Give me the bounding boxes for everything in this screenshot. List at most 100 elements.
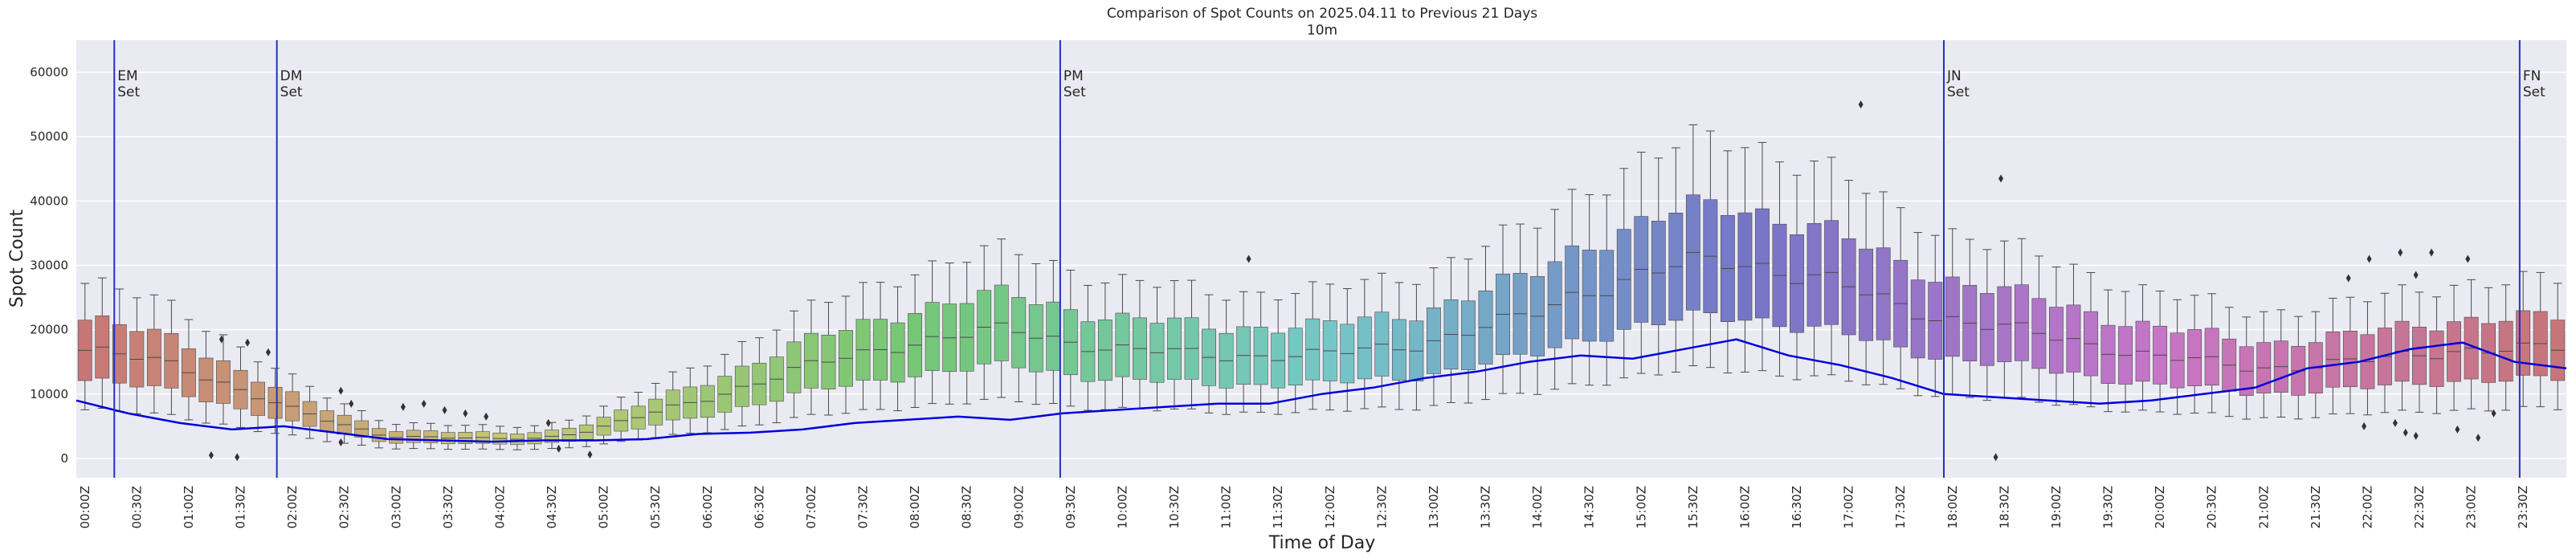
y-tick-label: 10000 [30, 387, 68, 401]
x-tick-label: 20:00Z [2153, 486, 2167, 529]
outlier-point [556, 444, 561, 453]
outlier-point [442, 405, 447, 414]
x-tick-label: 20:30Z [2205, 486, 2219, 529]
x-tick-label: 02:00Z [285, 486, 300, 529]
x-tick-labels: 00:00Z 00:30Z 01:00Z 01:30Z 02:00Z 02:30Z 03:0… [78, 486, 2530, 529]
outlier-point [2413, 431, 2419, 440]
x-tick-label: 23:30Z [2516, 486, 2530, 529]
x-tick-label: 19:30Z [2101, 486, 2116, 529]
outlier-point [545, 418, 551, 427]
vline-label: DM [280, 68, 303, 84]
outlier-point [421, 399, 427, 408]
chart-subtitle: 10m [1307, 22, 1337, 39]
x-tick-label: 09:00Z [1011, 486, 1026, 529]
boxes [77, 124, 2566, 450]
x-tick-label: 15:30Z [1686, 486, 1700, 529]
x-tick-label: 17:30Z [1893, 486, 1908, 529]
y-tick-label: 20000 [30, 323, 68, 337]
vline-label: EM [117, 68, 137, 84]
outlier-point [1858, 100, 1864, 109]
outlier-point [2455, 425, 2460, 434]
outlier-point [1246, 255, 1251, 263]
outlier-point [587, 450, 593, 459]
outlier-point [484, 412, 489, 421]
y-tick-labels: 0 10000 20000 30000 40000 50000 60000 [30, 65, 68, 466]
outlier-point [2398, 248, 2403, 257]
x-tick-label: 16:00Z [1737, 486, 1752, 529]
outlier-point [349, 399, 354, 408]
outlier-point [2465, 255, 2471, 263]
vline-label: Set [280, 84, 303, 100]
outlier-point [338, 386, 344, 395]
outlier-point [2362, 422, 2367, 430]
outlier-point [2345, 274, 2351, 283]
outlier-point [338, 438, 344, 446]
y-tick-label: 50000 [30, 129, 68, 144]
vline-label: PM [1063, 68, 1084, 84]
x-tick-label: 06:00Z [700, 486, 715, 529]
x-tick-label: 00:30Z [129, 486, 144, 529]
x-tick-label: 00:00Z [78, 486, 92, 529]
x-tick-label: 19:00Z [2049, 486, 2064, 529]
outlier-point [1993, 453, 1998, 462]
x-tick-label: 22:00Z [2360, 486, 2374, 529]
chart-title: Comparison of Spot Counts on 2025.04.11 … [1107, 6, 1537, 22]
x-tick-label: 04:30Z [545, 486, 559, 529]
y-tick-label: 60000 [30, 65, 68, 79]
x-tick-label: 08:00Z [908, 486, 922, 529]
y-tick-label: 0 [60, 451, 68, 466]
x-tick-label: 01:00Z [182, 486, 196, 529]
x-tick-label: 15:00Z [1634, 486, 1648, 529]
outlier-point [463, 409, 468, 417]
x-tick-label: 07:00Z [804, 486, 819, 529]
x-tick-label: 11:30Z [1271, 486, 1285, 529]
outlier-point [2413, 271, 2419, 279]
x-tick-label: 07:30Z [856, 486, 871, 529]
outlier-point [245, 338, 251, 347]
x-tick-label: 05:00Z [597, 486, 611, 529]
x-tick-label: 13:30Z [1479, 486, 1493, 529]
outlier-point [265, 348, 271, 356]
x-tick-label: 18:30Z [1997, 486, 2011, 529]
x-tick-label: 17:00Z [1842, 486, 1856, 529]
y-tick-label: 30000 [30, 259, 68, 273]
x-tick-label: 03:30Z [441, 486, 455, 529]
outlier-point [2429, 248, 2435, 257]
outlier-point [2392, 418, 2398, 427]
outliers [208, 100, 2496, 462]
x-tick-label: 09:30Z [1063, 486, 1078, 529]
x-tick-label: 21:30Z [2309, 486, 2323, 529]
x-tick-label: 21:00Z [2256, 486, 2271, 529]
outlier-point [235, 453, 240, 462]
x-tick-label: 14:00Z [1530, 486, 1545, 529]
outlier-point [2366, 255, 2372, 263]
y-tick-label: 40000 [30, 193, 68, 208]
y-axis-label: Spot Count [7, 209, 27, 308]
x-tick-label: 01:30Z [234, 486, 248, 529]
vline-label: Set [2523, 84, 2545, 100]
outlier-point [2402, 428, 2408, 437]
vline-label: FN [2523, 68, 2541, 84]
outlier-point [400, 402, 406, 411]
x-tick-label: 03:00Z [389, 486, 403, 529]
vline-label: Set [117, 84, 140, 100]
x-tick-label: 10:30Z [1167, 486, 1182, 529]
series-line [76, 338, 2567, 443]
series-lines [76, 338, 2567, 443]
x-tick-label: 12:00Z [1323, 486, 1337, 529]
x-tick-label: 22:30Z [2412, 486, 2427, 529]
outlier-point [2491, 409, 2496, 417]
plot-background [76, 40, 2566, 478]
vline-label: Set [1947, 84, 1970, 100]
x-tick-label: 14:30Z [1582, 486, 1597, 529]
x-tick-label: 02:30Z [337, 486, 352, 529]
outlier-point [218, 335, 224, 344]
outlier-point [2476, 434, 2481, 442]
x-axis-label: Time of Day [1268, 533, 1375, 553]
x-tick-label: 08:30Z [960, 486, 974, 529]
x-tick-label: 16:30Z [1790, 486, 1804, 529]
vline-label: Set [1063, 84, 1086, 100]
x-tick-label: 13:00Z [1427, 486, 1441, 529]
